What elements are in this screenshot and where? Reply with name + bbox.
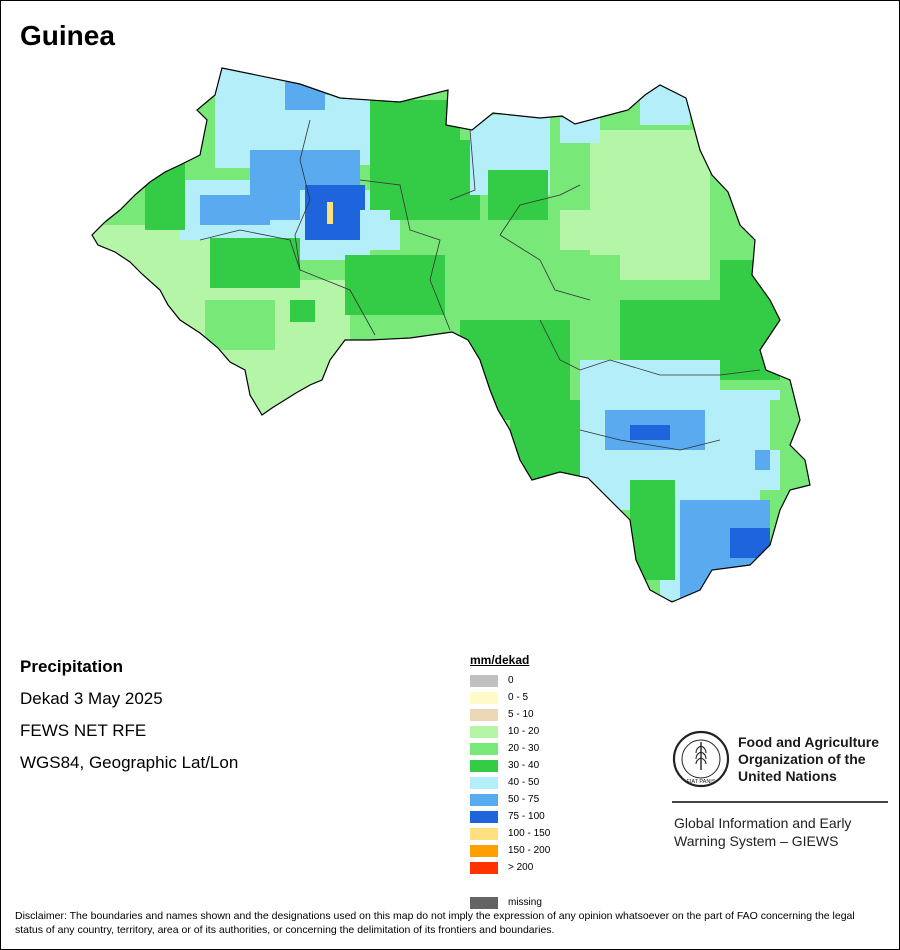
product-label: Precipitation — [20, 657, 123, 676]
map-canvas — [91, 67, 811, 603]
legend-swatch — [470, 794, 498, 806]
legend-row: 0 — [470, 673, 529, 690]
legend: mm/dekad 0 0 - 5 5 - 10 10 - 20 20 - 30 30 - … — [470, 653, 550, 912]
legend-label: 50 - 75 — [508, 794, 540, 805]
legend-rows: 0 0 - 5 5 - 10 10 - 20 20 - 30 30 - 40 40 - 50… — [470, 673, 550, 877]
legend-label: > 200 — [508, 862, 534, 873]
giews-label: Global Information and Early Warning Sys… — [674, 815, 852, 849]
period-label: Dekad 3 May 2025 — [20, 689, 163, 708]
legend-swatch — [470, 811, 498, 823]
legend-swatch — [470, 743, 498, 755]
legend-label: 150 - 200 — [508, 845, 551, 856]
legend-label: 30 - 40 — [508, 760, 540, 771]
legend-unit: mm/dekad — [470, 653, 530, 667]
admin-boundaries — [199, 119, 761, 451]
legend-label-missing: missing — [508, 897, 542, 908]
legend-row: 75 - 100 — [470, 809, 545, 826]
legend-label: 100 - 150 — [508, 828, 551, 839]
legend-swatch — [470, 692, 498, 704]
legend-row: 150 - 200 — [470, 843, 550, 860]
legend-row: 30 - 40 — [470, 758, 539, 775]
legend-label: 75 - 100 — [508, 811, 545, 822]
map-title: Guinea — [20, 20, 115, 51]
fao-org-name: Food and Agriculture Organization of the… — [738, 734, 880, 784]
legend-label: 10 - 20 — [508, 726, 540, 737]
legend-row: 40 - 50 — [470, 775, 539, 792]
legend-row: > 200 — [470, 860, 533, 877]
legend-swatch — [470, 760, 498, 772]
legend-swatch — [470, 777, 498, 789]
fao-wheat-logo-icon: FAO FIAT PANIS — [672, 730, 730, 788]
projection-label: WGS84, Geographic Lat/Lon — [20, 753, 239, 772]
rainfall-raster — [92, 68, 810, 602]
fao-divider — [672, 801, 888, 803]
legend-swatch — [470, 828, 498, 840]
legend-swatch — [470, 845, 498, 857]
legend-swatch — [470, 675, 498, 687]
legend-row: 10 - 20 — [470, 724, 539, 741]
legend-label: 5 - 10 — [508, 709, 534, 720]
map-info: Precipitation Dekad 3 May 2025 FEWS NET … — [20, 657, 238, 785]
source-label: FEWS NET RFE — [20, 721, 147, 740]
disclaimer-text: Disclaimer: The boundaries and names sho… — [15, 910, 855, 936]
svg-text:FIAT PANIS: FIAT PANIS — [686, 779, 715, 785]
legend-swatch — [470, 726, 498, 738]
legend-label: 0 — [508, 675, 514, 686]
legend-row: 5 - 10 — [470, 707, 534, 724]
legend-label: 40 - 50 — [508, 777, 540, 788]
legend-swatch — [470, 709, 498, 721]
legend-row: 50 - 75 — [470, 792, 539, 809]
legend-label: 20 - 30 — [508, 743, 540, 754]
legend-row-missing: missing — [470, 895, 542, 912]
legend-swatch-missing — [470, 897, 498, 909]
legend-label: 0 - 5 — [508, 692, 529, 703]
legend-swatch — [470, 862, 498, 874]
legend-row: 0 - 5 — [470, 690, 529, 707]
legend-row: 20 - 30 — [470, 741, 539, 758]
legend-row: 100 - 150 — [470, 826, 550, 843]
